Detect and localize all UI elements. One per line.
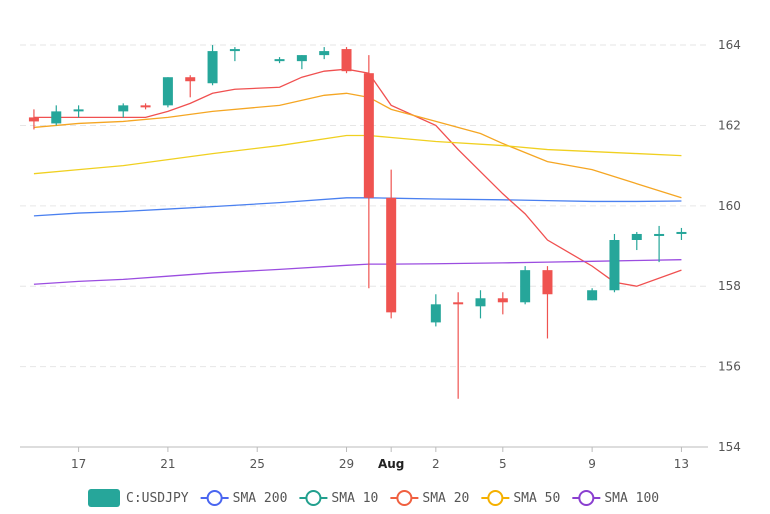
legend-marker — [206, 490, 223, 506]
candle-body — [520, 270, 531, 303]
sma-lines — [33, 68, 682, 287]
legend-label: SMA 100 — [604, 491, 659, 506]
legend-marker — [487, 490, 504, 506]
candle-body — [386, 197, 397, 313]
candle-body — [162, 77, 173, 106]
legend-label: SMA 10 — [331, 491, 378, 506]
legend-label: SMA 200 — [233, 491, 288, 506]
x-tick-label: 17 — [71, 457, 86, 471]
candle-body — [631, 233, 642, 240]
candle-body — [229, 49, 240, 52]
candle-body — [296, 55, 307, 62]
y-tick-label: 164 — [718, 38, 741, 52]
legend-label: SMA 20 — [422, 491, 469, 506]
candle-body — [207, 51, 218, 84]
candle-body — [587, 290, 598, 301]
legend-item[interactable]: SMA 200 — [200, 490, 288, 506]
candle-body — [475, 298, 486, 307]
candle-body — [430, 304, 441, 323]
legend-item[interactable]: SMA 20 — [390, 490, 469, 506]
legend[interactable]: C:USDJPY SMA 200 SMA 10 SMA 20 SMA 50 SMA 100 — [88, 489, 659, 507]
legend-marker — [305, 490, 322, 506]
candle-body — [341, 49, 352, 72]
candle-body — [609, 240, 620, 291]
candle-body — [274, 59, 285, 62]
candle-body — [363, 73, 374, 198]
candle-body — [51, 111, 62, 124]
candle-body — [319, 51, 330, 56]
sma-line — [33, 197, 682, 217]
legend-label: SMA 50 — [513, 491, 560, 506]
y-tick-label: 154 — [718, 440, 741, 454]
candle-body — [654, 233, 665, 236]
legend-item[interactable]: SMA 10 — [299, 490, 378, 506]
candle-body — [542, 270, 553, 295]
sma-line — [33, 92, 682, 199]
legend-marker — [396, 490, 413, 506]
grid-lines — [20, 44, 708, 368]
x-tick-label: 29 — [339, 457, 354, 471]
x-tick-label: 5 — [499, 457, 507, 471]
candle-body — [28, 117, 39, 122]
legend-label: C:USDJPY — [126, 491, 189, 506]
legend-item[interactable]: SMA 100 — [572, 490, 659, 506]
legend-item[interactable]: SMA 50 — [481, 490, 560, 506]
x-tick-label: Aug — [378, 457, 404, 471]
candle-body — [676, 231, 687, 234]
legend-swatch — [88, 489, 120, 507]
legend-marker — [578, 490, 595, 506]
x-tick-label: 13 — [674, 457, 689, 471]
sma-line — [33, 68, 682, 287]
y-tick-label: 160 — [718, 199, 741, 213]
y-tick-label: 158 — [718, 279, 741, 293]
candle-body — [73, 109, 84, 112]
y-tick-label: 162 — [718, 118, 741, 132]
candle-body — [185, 77, 196, 82]
candles — [28, 45, 687, 399]
x-tick-label: 25 — [250, 457, 265, 471]
x-tick-label: 2 — [432, 457, 440, 471]
legend-item[interactable]: C:USDJPY — [88, 489, 189, 507]
candle-body — [140, 105, 151, 108]
candle-body — [453, 302, 464, 305]
candle-body — [118, 105, 129, 112]
x-tick-label: 9 — [588, 457, 596, 471]
sma-line — [33, 259, 682, 285]
x-tick-label: 21 — [160, 457, 175, 471]
candle-body — [497, 298, 508, 303]
y-tick-label: 156 — [718, 360, 741, 374]
